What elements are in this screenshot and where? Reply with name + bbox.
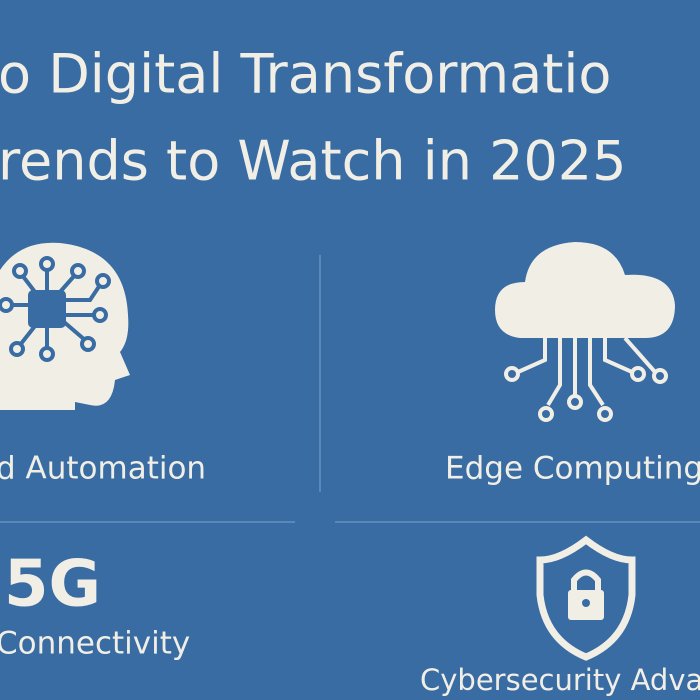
title-line: rends to Watch in 2025 — [0, 130, 627, 193]
shield-icon — [536, 535, 636, 661]
panel-label: d Automation — [0, 451, 206, 487]
panel-label: Edge Computing — [445, 451, 700, 487]
ai-head-icon — [0, 242, 130, 410]
panel-heading: 5G — [4, 548, 101, 622]
title-line: o Digital Transformatio — [0, 43, 611, 106]
cloud-icon — [495, 242, 675, 422]
panel-label: Cybersecurity Adva — [420, 663, 700, 697]
panel-label: Connectivity — [0, 626, 190, 662]
